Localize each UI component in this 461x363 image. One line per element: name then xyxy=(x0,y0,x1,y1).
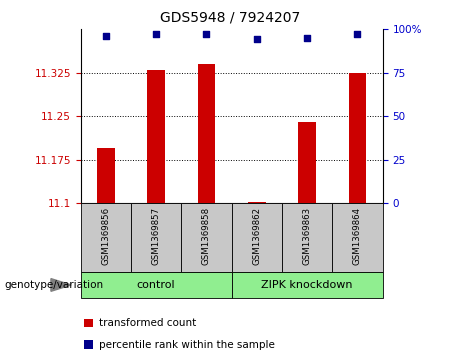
Text: genotype/variation: genotype/variation xyxy=(5,280,104,290)
Text: GSM1369858: GSM1369858 xyxy=(202,207,211,265)
Point xyxy=(354,31,361,37)
Text: GSM1369857: GSM1369857 xyxy=(152,207,161,265)
Text: percentile rank within the sample: percentile rank within the sample xyxy=(99,340,275,350)
Text: control: control xyxy=(137,280,176,290)
Bar xyxy=(231,203,282,272)
Point xyxy=(153,31,160,37)
Bar xyxy=(84,340,93,349)
Bar xyxy=(84,319,93,327)
Text: ZIPK knockdown: ZIPK knockdown xyxy=(261,280,353,290)
Point xyxy=(102,33,110,39)
Bar xyxy=(349,73,366,203)
Text: GSM1369856: GSM1369856 xyxy=(101,207,110,265)
Text: GSM1369864: GSM1369864 xyxy=(353,207,362,265)
Text: GSM1369863: GSM1369863 xyxy=(302,207,312,265)
Bar xyxy=(81,272,231,298)
Point xyxy=(253,37,260,42)
Bar xyxy=(231,272,383,298)
Text: transformed count: transformed count xyxy=(99,318,196,328)
Polygon shape xyxy=(51,279,71,291)
Bar xyxy=(81,203,131,272)
Bar xyxy=(97,148,115,203)
Bar xyxy=(282,203,332,272)
Bar xyxy=(131,203,181,272)
Bar xyxy=(298,122,316,203)
Bar xyxy=(198,64,215,203)
Bar xyxy=(248,201,266,203)
Text: GDS5948 / 7924207: GDS5948 / 7924207 xyxy=(160,11,301,25)
Bar xyxy=(181,203,231,272)
Bar xyxy=(332,203,383,272)
Bar xyxy=(148,70,165,203)
Point xyxy=(203,31,210,37)
Point xyxy=(303,35,311,41)
Text: GSM1369862: GSM1369862 xyxy=(252,207,261,265)
